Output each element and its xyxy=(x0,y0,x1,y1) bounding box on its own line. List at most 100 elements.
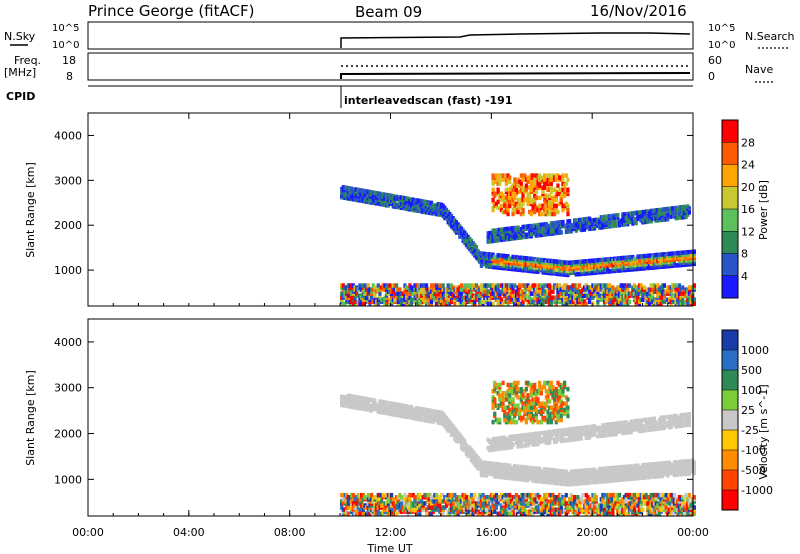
echo-cell xyxy=(524,405,528,410)
echo-cell xyxy=(360,511,364,516)
echo-cell xyxy=(543,226,547,231)
echo-cell xyxy=(484,253,489,259)
echo-cell xyxy=(508,195,512,201)
echo-cell xyxy=(446,417,450,423)
echo-cell xyxy=(476,455,480,461)
echo-cell xyxy=(536,419,540,425)
echo-cell xyxy=(556,220,560,225)
echo-cell xyxy=(401,411,405,417)
echo-cell xyxy=(398,287,402,292)
echo-cell xyxy=(686,301,690,306)
echo-cell xyxy=(591,218,595,223)
echo-cell xyxy=(519,203,523,209)
echo-cell xyxy=(371,299,375,304)
echo-cell xyxy=(538,409,542,415)
echo-cell xyxy=(551,229,555,234)
echo-cell xyxy=(363,404,367,410)
echo-cell xyxy=(361,497,365,502)
echo-cell xyxy=(503,497,507,502)
echo-cell xyxy=(491,228,495,234)
echo-cell xyxy=(582,217,587,222)
echo-cell xyxy=(398,402,402,408)
echo-cell xyxy=(355,291,359,296)
echo-cell xyxy=(534,391,538,396)
echo-cell xyxy=(371,507,375,512)
echo-cell xyxy=(573,293,577,298)
echo-cell xyxy=(404,499,409,504)
echo-cell xyxy=(403,505,407,510)
echo-cell xyxy=(531,299,535,304)
echo-cell xyxy=(607,214,612,219)
echo-cell xyxy=(404,404,409,409)
echo-cell xyxy=(340,291,344,296)
echo-cell xyxy=(614,264,618,269)
echo-cell xyxy=(559,417,563,423)
echo-cell xyxy=(642,291,647,296)
echo-cell xyxy=(426,492,430,498)
echo-cell xyxy=(541,226,545,231)
echo-cell xyxy=(544,440,548,446)
echo-cell xyxy=(439,410,444,416)
echo-cell xyxy=(454,507,459,512)
echo-cell xyxy=(403,501,407,506)
echo-cell xyxy=(436,507,440,512)
echo-cell xyxy=(637,258,642,263)
echo-cell xyxy=(514,183,518,188)
echo-cell xyxy=(526,501,530,506)
echo-cell xyxy=(549,474,553,479)
echo-cell xyxy=(519,397,523,402)
echo-cell xyxy=(568,219,572,224)
echo-cell xyxy=(489,234,494,240)
echo-cell xyxy=(671,206,675,211)
echo-cell xyxy=(351,283,355,288)
echo-cell xyxy=(602,293,607,298)
echo-cell xyxy=(533,197,537,203)
echo-cell xyxy=(504,195,508,201)
echo-cell xyxy=(571,299,575,304)
echo-cell xyxy=(619,287,623,292)
echo-cell xyxy=(509,438,513,444)
echo-cell xyxy=(508,264,512,269)
echo-cell xyxy=(509,442,513,448)
echo-cell xyxy=(579,261,583,267)
echo-cell xyxy=(556,271,560,277)
echo-cell xyxy=(561,173,565,178)
echo-cell xyxy=(498,193,502,199)
echo-cell xyxy=(471,497,475,502)
echo-cell xyxy=(538,259,542,265)
echo-cell xyxy=(424,199,429,205)
echo-cell xyxy=(361,283,365,288)
echo-cell xyxy=(558,293,562,298)
echo-cell xyxy=(466,293,470,298)
echo-cell xyxy=(543,258,547,263)
echo-cell xyxy=(509,411,513,417)
echo-cell xyxy=(385,192,389,198)
echo-cell xyxy=(544,181,548,186)
echo-cell xyxy=(621,216,625,221)
echo-cell xyxy=(579,219,583,225)
echo-cell xyxy=(511,197,515,203)
echo-cell xyxy=(393,297,397,302)
echo-cell xyxy=(503,505,507,510)
echo-cell xyxy=(607,283,612,288)
echo-cell xyxy=(438,283,442,288)
echo-cell xyxy=(343,301,347,306)
echo-cell xyxy=(612,291,617,296)
echo-cell xyxy=(538,299,542,304)
echo-cell xyxy=(569,293,573,298)
echo-cell xyxy=(622,255,627,261)
echo-cell xyxy=(416,289,420,294)
echo-cell xyxy=(684,250,688,255)
echo-cell xyxy=(370,287,374,292)
echo-cell xyxy=(594,262,598,267)
echo-cell xyxy=(506,207,510,213)
echo-cell xyxy=(503,475,507,480)
echo-cell xyxy=(514,179,518,184)
echo-cell xyxy=(375,289,379,294)
echo-cell xyxy=(491,197,495,203)
echo-cell xyxy=(543,222,547,227)
echo-cell xyxy=(612,215,617,220)
echo-cell xyxy=(546,177,550,182)
echo-cell xyxy=(558,283,562,288)
